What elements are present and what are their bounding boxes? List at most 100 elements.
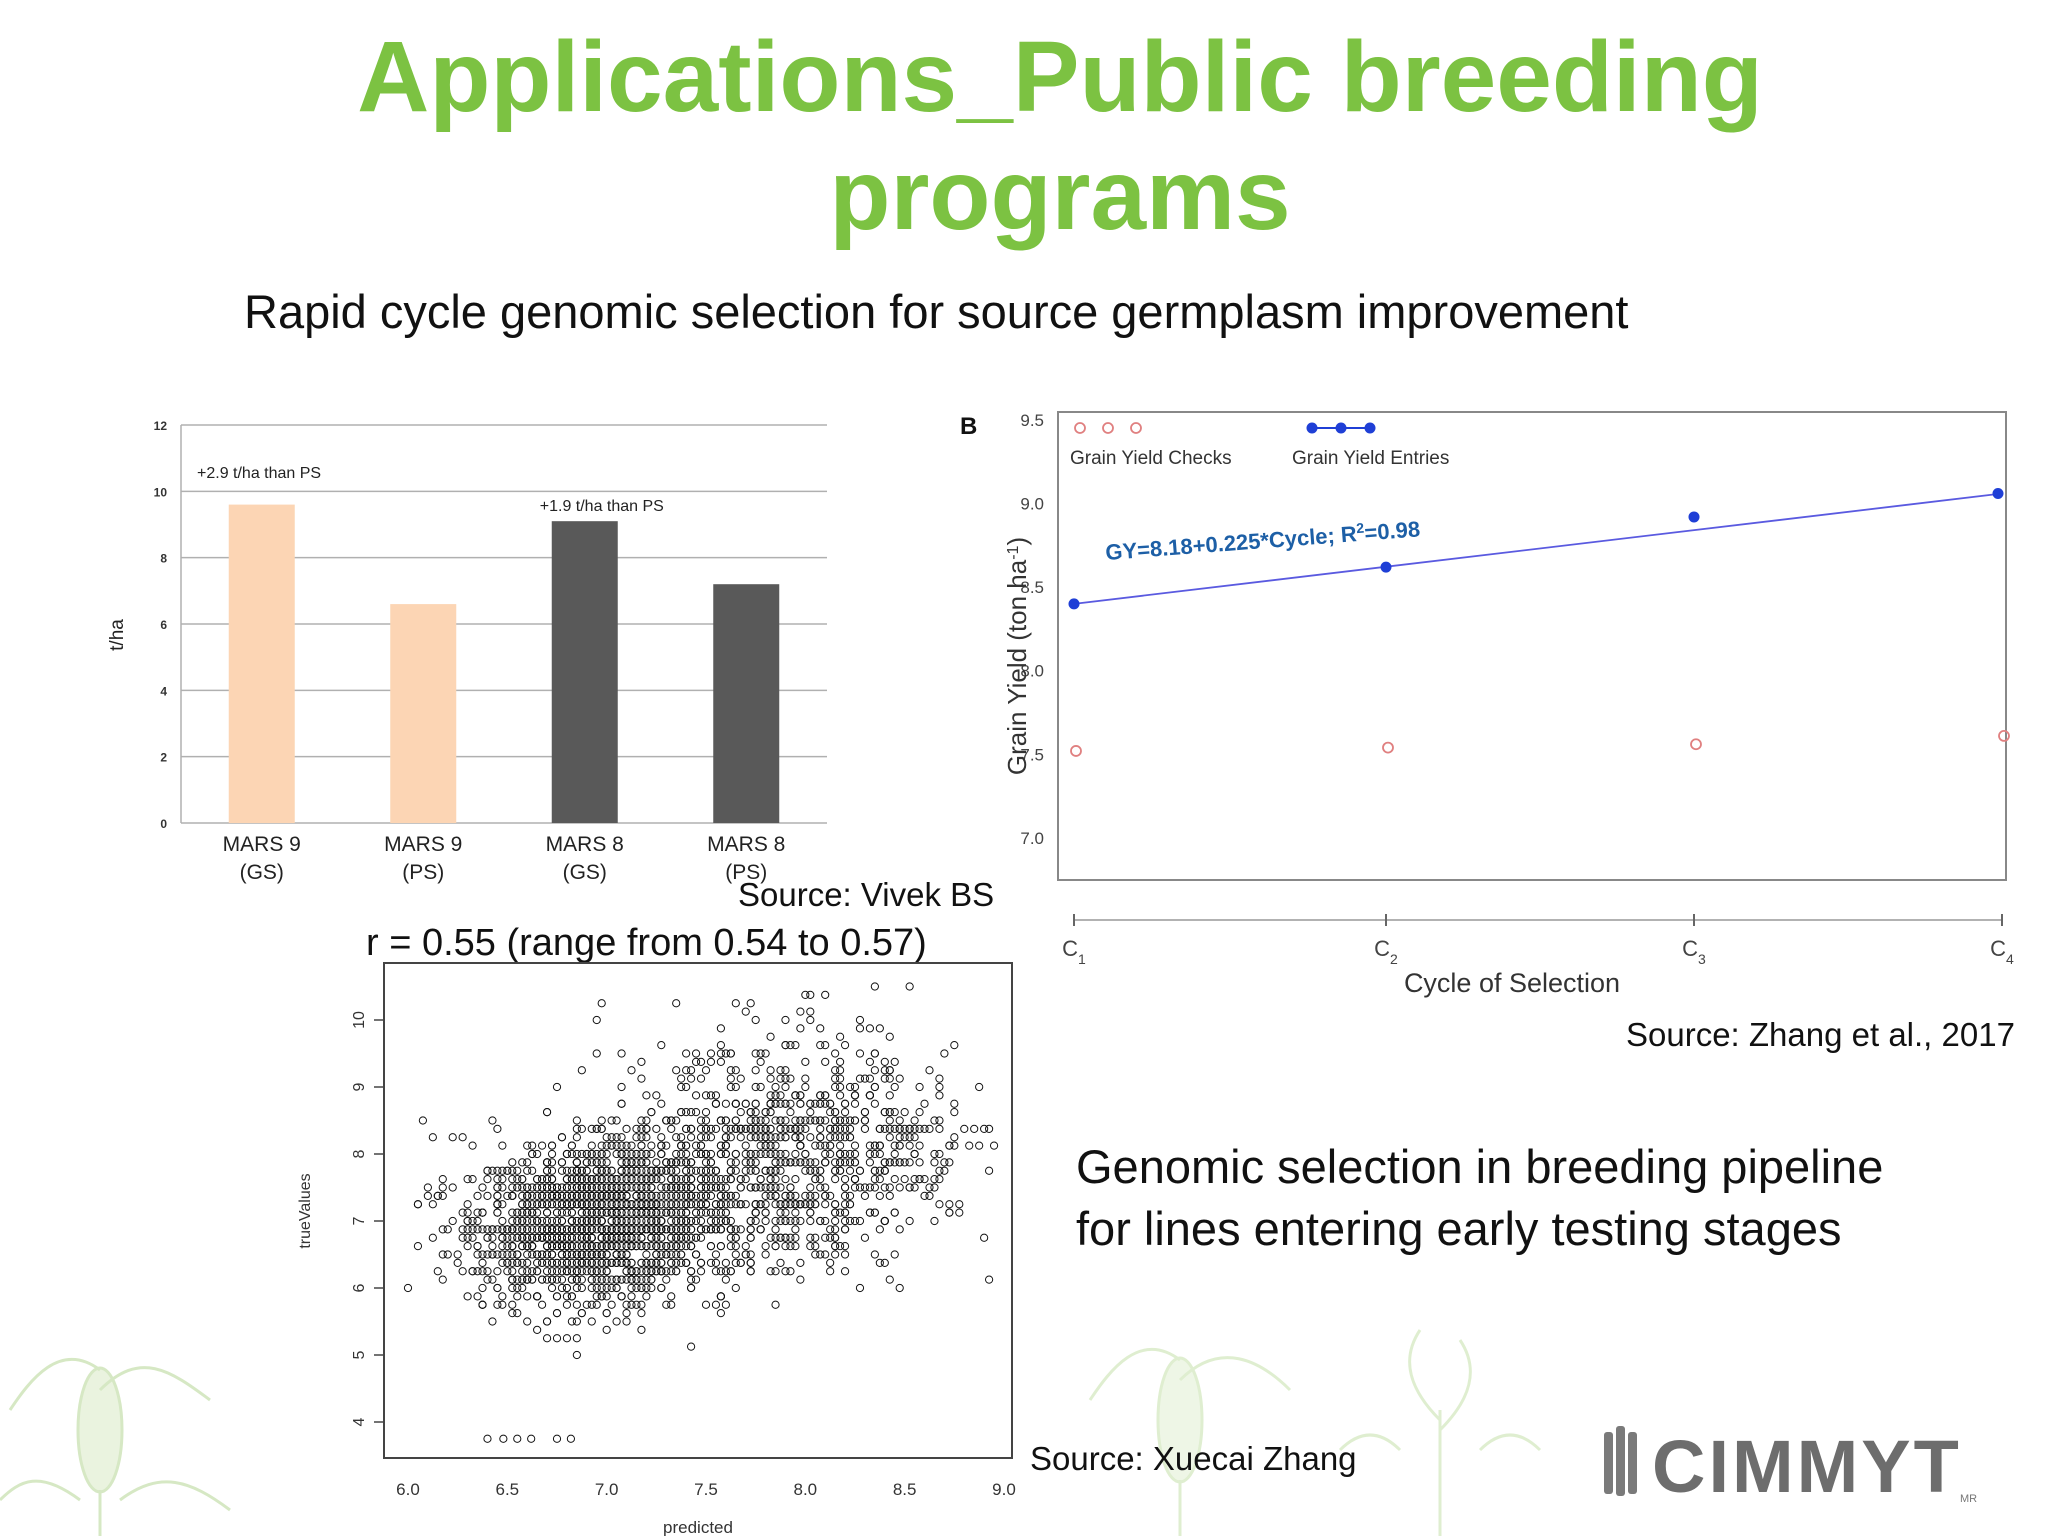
scatter-point — [632, 1200, 641, 1209]
scatter-point — [711, 1099, 721, 1108]
scatter-point — [821, 1149, 830, 1159]
scatter-point — [811, 1191, 820, 1200]
scatter-point — [741, 1158, 750, 1167]
scatter-point — [930, 1116, 939, 1125]
scatter-point — [756, 1141, 765, 1150]
scatter-point — [498, 1166, 507, 1175]
scatter-point — [831, 1208, 840, 1217]
scatter-point — [473, 1267, 482, 1276]
scatter-point — [617, 1158, 626, 1167]
scatter-point — [612, 1283, 621, 1293]
scatter-point — [493, 1124, 502, 1133]
scatter-point — [751, 1200, 760, 1209]
scatter-point — [771, 1200, 780, 1209]
scatter-point — [821, 1041, 830, 1050]
scatter-point — [572, 1350, 581, 1360]
scatter-point — [930, 1149, 939, 1159]
scatter-point — [493, 1283, 502, 1293]
scatter-point — [508, 1225, 517, 1234]
scatter-point — [627, 1200, 636, 1209]
scatter-point — [622, 1166, 631, 1175]
scatter-point — [637, 1200, 646, 1209]
scatter-point — [687, 1133, 696, 1142]
scatter-point — [716, 1242, 725, 1251]
scatter-point — [582, 1267, 591, 1276]
scatter-point — [885, 1183, 894, 1192]
scatter-point — [547, 1166, 557, 1175]
scatter-point — [567, 1175, 576, 1184]
scatter-point — [831, 1082, 840, 1092]
scatter-point — [662, 1200, 671, 1209]
scatter-point — [508, 1300, 517, 1309]
scatter-point — [781, 1242, 790, 1251]
scatter-point — [677, 1233, 686, 1242]
scatter-point — [840, 1116, 850, 1125]
scatter-point — [557, 1233, 567, 1242]
scatter-point — [642, 1283, 651, 1293]
scatter-point — [627, 1183, 636, 1192]
scatter-point — [860, 1108, 870, 1117]
scatter-point — [845, 1133, 855, 1142]
scatter-point — [731, 1283, 740, 1293]
logo-text: CIMMYT — [1652, 1425, 1962, 1508]
x-tick-label: 6.5 — [496, 1480, 520, 1499]
scatter-point — [577, 1124, 586, 1133]
scatter-point — [423, 1191, 432, 1200]
scatter-point — [726, 1166, 735, 1175]
scatter-point — [691, 1149, 701, 1159]
scatter-point — [771, 1242, 780, 1251]
scatter-point — [811, 1116, 820, 1125]
scatter-point — [617, 1133, 626, 1142]
scatter-point — [811, 1250, 820, 1259]
scatter-point — [637, 1267, 646, 1276]
scatter-point — [950, 1041, 959, 1050]
scatter-point — [572, 1250, 581, 1259]
scatter-point — [523, 1267, 532, 1276]
scatter-point — [771, 1082, 780, 1092]
scatter-point — [617, 1250, 626, 1259]
y-tick-label: 6 — [351, 1283, 368, 1292]
scatter-point — [632, 1216, 641, 1226]
scatter-point — [895, 1141, 904, 1150]
scatter-point — [701, 1158, 711, 1167]
scatter-point — [538, 1300, 547, 1309]
scatter-point — [801, 1124, 810, 1133]
scatter-point — [900, 1133, 909, 1142]
scatter-point — [940, 1166, 949, 1175]
scatter-point — [488, 1166, 497, 1175]
scatter-point — [587, 1191, 596, 1200]
scatter-point — [562, 1300, 572, 1309]
scatter-point — [875, 1124, 884, 1133]
scatter-point — [741, 1242, 750, 1251]
scatter-point — [513, 1183, 522, 1192]
scatter-point — [711, 1250, 721, 1259]
scatter-point — [751, 1066, 760, 1075]
scatter-point — [801, 1074, 810, 1083]
scatter-point — [538, 1141, 547, 1150]
scatter-point — [836, 1091, 845, 1100]
scatter-point — [642, 1242, 651, 1251]
scatter-point — [503, 1258, 512, 1267]
scatter-point — [662, 1116, 671, 1125]
scatter-point — [736, 1108, 745, 1117]
scatter-point — [622, 1267, 631, 1276]
scatter-point — [885, 1275, 894, 1284]
scatter-point — [592, 1124, 601, 1133]
scatter-point — [741, 1099, 750, 1108]
scatter-point — [602, 1267, 611, 1276]
scatter-point — [572, 1258, 581, 1267]
scatter-point — [672, 1175, 681, 1184]
scatter-point — [577, 1242, 586, 1251]
scatter-point — [989, 1141, 999, 1150]
scatter-point — [667, 1233, 676, 1242]
scatter-point — [652, 1216, 661, 1226]
scatter-point — [816, 1124, 825, 1133]
scatter-point — [855, 1074, 865, 1083]
scatter-point — [726, 1133, 735, 1142]
scatter-point — [756, 1175, 765, 1184]
scatter-point — [850, 1216, 860, 1226]
scatter-point — [831, 1166, 840, 1175]
scatter-point — [627, 1275, 636, 1284]
scatter-point — [895, 1133, 904, 1142]
scatter-point — [528, 1191, 537, 1200]
